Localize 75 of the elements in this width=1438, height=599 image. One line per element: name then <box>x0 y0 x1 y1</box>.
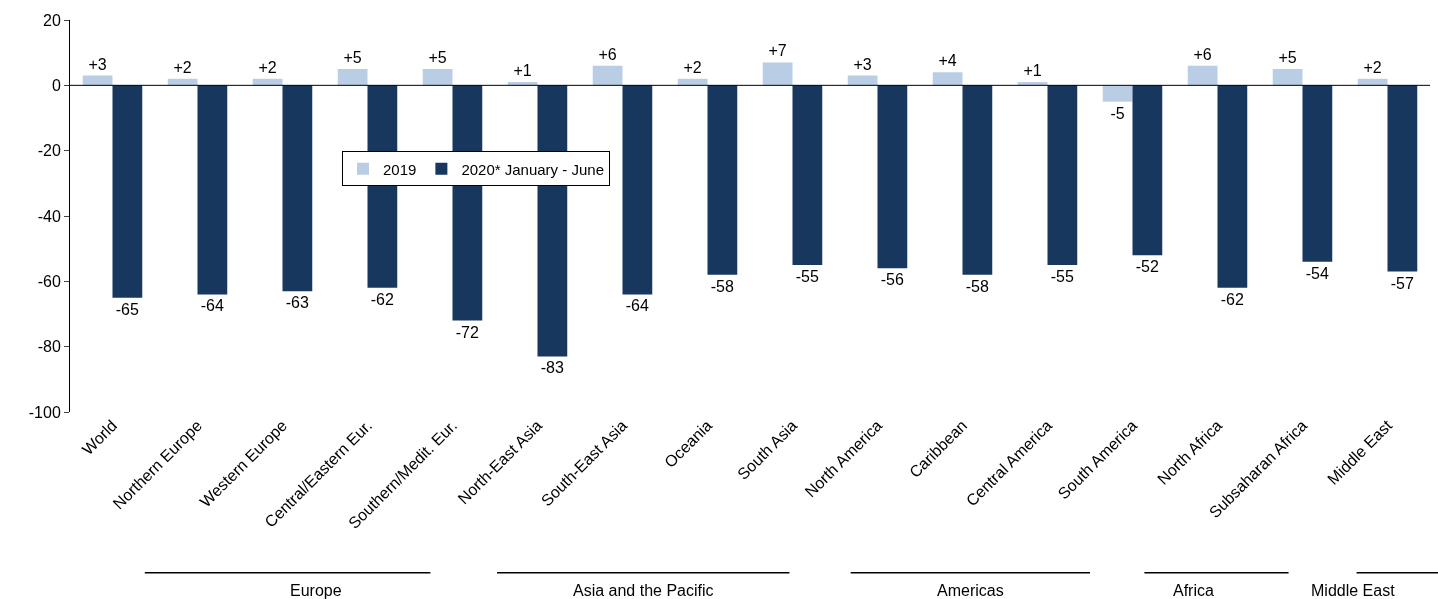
data-label: +5 <box>343 49 362 66</box>
text: Europe <box>290 582 342 599</box>
y-tick-label: -40 <box>37 207 61 225</box>
data-label: +1 <box>1023 62 1042 80</box>
text: Middle East <box>1311 582 1396 599</box>
bar <box>82 75 113 86</box>
data-label: -64 <box>200 297 224 315</box>
bar <box>792 85 823 265</box>
bar <box>707 85 738 275</box>
data-label: +2 <box>1363 58 1382 76</box>
bar <box>592 65 623 86</box>
data-label: +6 <box>598 45 617 63</box>
data-label: -55 <box>795 268 819 285</box>
bar <box>1187 65 1218 86</box>
data-label: -57 <box>1390 274 1414 292</box>
bar <box>167 78 198 86</box>
bar <box>932 72 963 86</box>
data-label: -83 <box>540 359 564 377</box>
data-label: -54 <box>1305 264 1329 282</box>
bar <box>282 85 313 292</box>
bar <box>962 85 993 275</box>
bar <box>252 78 283 86</box>
data-label: +5 <box>1278 49 1297 66</box>
data-label: -5 <box>1110 104 1125 122</box>
y-tick-label: -80 <box>37 338 61 356</box>
text: Americas <box>937 582 1004 599</box>
data-label: +2 <box>258 58 277 76</box>
bar <box>677 78 708 86</box>
bar <box>1272 69 1303 86</box>
bar <box>337 69 368 86</box>
bar <box>112 85 143 298</box>
data-label: -58 <box>710 277 734 295</box>
bar <box>1302 85 1333 262</box>
data-label: +3 <box>88 55 107 73</box>
data-label: +1 <box>513 62 532 80</box>
data-label: +4 <box>938 52 957 70</box>
y-tick-label: 20 <box>43 11 61 29</box>
bar <box>1387 85 1418 272</box>
data-label: -55 <box>1050 268 1074 285</box>
data-label: +6 <box>1193 45 1212 63</box>
bar <box>1357 78 1388 86</box>
y-tick-label: -100 <box>28 403 61 421</box>
bar <box>1017 82 1048 86</box>
legend-label: 2020* January - June <box>461 160 604 178</box>
bar <box>847 75 878 86</box>
data-label: -65 <box>115 300 139 318</box>
bar <box>422 69 453 86</box>
bar <box>507 82 538 86</box>
bar <box>877 85 908 269</box>
data-label: -62 <box>1220 290 1244 308</box>
y-tick-label: 0 <box>51 76 61 94</box>
data-label: +7 <box>768 42 787 60</box>
bar <box>1132 85 1163 256</box>
bar <box>762 62 793 86</box>
data-label: +2 <box>683 58 702 76</box>
data-label: -58 <box>965 277 989 295</box>
data-label: -64 <box>625 297 649 315</box>
bar <box>1217 85 1248 288</box>
data-label: +3 <box>853 55 872 73</box>
data-label: -63 <box>285 294 309 312</box>
y-tick-label: -60 <box>37 272 61 290</box>
data-label: -62 <box>370 290 394 308</box>
data-label: -56 <box>880 271 904 289</box>
text: Asia and the Pacific <box>573 582 714 599</box>
y-tick-label: -20 <box>37 142 61 160</box>
legend-label: 2019 <box>383 160 417 178</box>
bar <box>197 85 228 295</box>
bar <box>622 85 653 295</box>
bar <box>1047 85 1078 265</box>
data-label: +2 <box>173 58 192 76</box>
data-label: -72 <box>455 323 479 341</box>
bar <box>1102 85 1133 102</box>
text: Africa <box>1173 582 1214 599</box>
data-label: -52 <box>1135 258 1159 276</box>
data-label: +5 <box>428 49 447 66</box>
